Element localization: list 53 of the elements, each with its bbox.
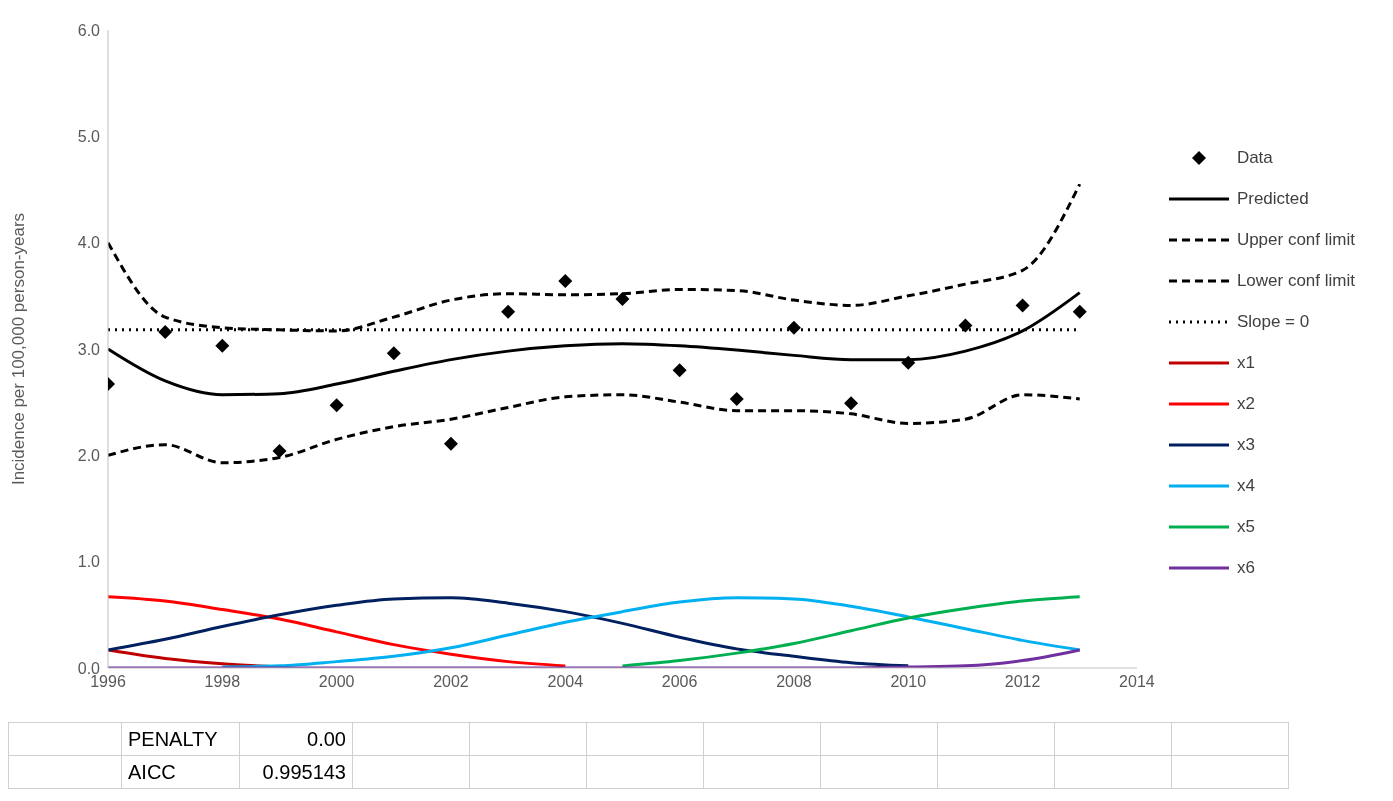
legend-label: x1 (1236, 353, 1255, 373)
point (1015, 298, 1030, 313)
line-series (108, 596, 910, 668)
point (158, 324, 173, 339)
x-tick-label: 2012 (1004, 673, 1041, 691)
y-tick-label: 3.0 (77, 340, 101, 358)
point (729, 391, 744, 406)
point (844, 396, 859, 411)
x-tick-label: 1998 (204, 673, 241, 691)
y-tick-label: 4.0 (77, 234, 101, 252)
point (786, 320, 801, 335)
x-tick-label: 2006 (661, 673, 698, 691)
y-tick-label: 6.0 (77, 21, 101, 39)
legend-label: x3 (1236, 435, 1255, 455)
results-table: PENALTY 0.00 AICC 0.995143 (8, 722, 1289, 789)
point (901, 355, 916, 370)
point (1072, 304, 1087, 319)
legend-label: Data (1236, 148, 1273, 168)
point (558, 273, 573, 288)
legend-label: x5 (1236, 517, 1255, 537)
point (386, 346, 401, 361)
point (329, 398, 344, 413)
line-series (108, 182, 1082, 333)
point (443, 436, 458, 451)
line-series (108, 393, 1082, 465)
x-tick-label: 2014 (1119, 673, 1155, 691)
line-series (108, 291, 1082, 397)
point (501, 304, 516, 319)
point (672, 363, 687, 378)
legend-label: Lower conf limit (1236, 271, 1355, 291)
legend-label: Predicted (1236, 189, 1309, 209)
legend-label: x4 (1236, 476, 1255, 496)
y-axis-title: Incidence per 100,000 person-years (9, 212, 29, 486)
legend-label: x2 (1236, 394, 1255, 414)
line-series (220, 596, 1082, 668)
x-tick-label: 2004 (547, 673, 584, 691)
point (958, 318, 973, 333)
x-tick-label: 2000 (318, 673, 355, 691)
legend-label: Slope = 0 (1236, 312, 1310, 332)
legend-label: x6 (1236, 558, 1255, 578)
point (272, 444, 287, 459)
x-tick-label: 2010 (890, 673, 927, 691)
legend-label: Upper conf limit (1236, 230, 1355, 250)
x-tick-label: 2002 (433, 673, 469, 691)
y-tick-label: 5.0 (77, 128, 101, 146)
line-series (620, 595, 1082, 668)
line-series (108, 595, 567, 668)
y-tick-label: 1.0 (77, 553, 101, 571)
x-tick-label: 2008 (776, 673, 812, 691)
y-tick-label: 2.0 (77, 447, 101, 465)
point (615, 292, 630, 307)
x-tick-label: 1996 (90, 673, 126, 691)
point (215, 338, 230, 353)
